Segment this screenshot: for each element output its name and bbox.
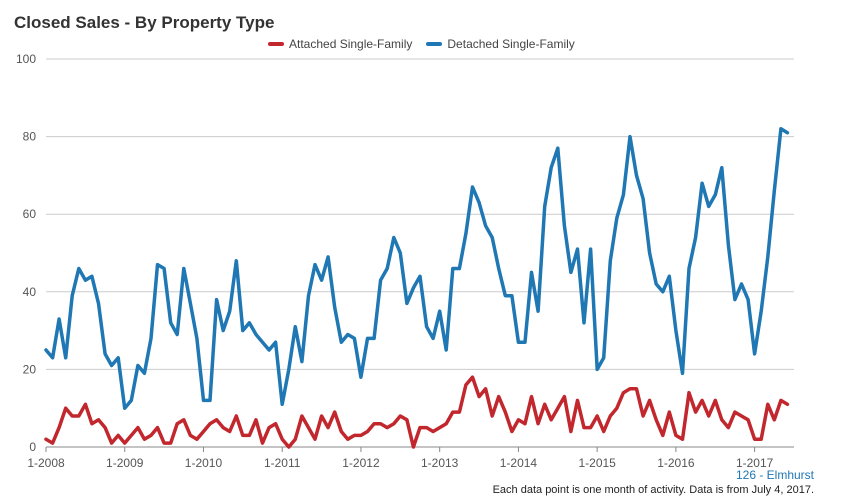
x-tick-label-1-2013: 1-2013 [421,456,459,470]
legend-label-detached: Detached Single-Family [447,37,575,51]
x-tick-label-1-2012: 1-2012 [342,456,380,470]
x-tick-label-1-2011: 1-2011 [264,456,301,470]
legend-item-attached[interactable]: Attached Single-Family [268,37,412,51]
x-tick-label-1-2008: 1-2008 [27,456,65,470]
chart-legend: Attached Single-Family Detached Single-F… [268,37,575,51]
legend-label-attached: Attached Single-Family [289,37,413,51]
y-tick-label-60: 60 [23,207,37,221]
y-tick-label-0: 0 [29,440,36,454]
chart-title: Closed Sales - By Property Type [14,13,275,32]
series-line-detached[interactable] [44,127,790,410]
x-tick-label-1-2017: 1-2017 [736,456,774,470]
x-tick-label-1-2016: 1-2016 [657,456,695,470]
y-tick-label-40: 40 [23,285,37,299]
footnote: Each data point is one month of activity… [492,484,814,496]
x-tick-label-1-2010: 1-2010 [185,456,223,470]
legend-item-detached[interactable]: Detached Single-Family [426,37,575,51]
x-tick-label-1-2015: 1-2015 [578,456,616,470]
y-tick-label-80: 80 [23,130,37,144]
y-tick-label-20: 20 [23,362,37,376]
series-line-attached[interactable] [44,375,790,449]
y-tick-label-100: 100 [16,52,36,66]
legend-swatch-detached [426,42,443,46]
legend-swatch-attached [268,42,284,46]
x-tick-label-1-2014: 1-2014 [500,456,538,470]
source-label: 126 - Elmhurst [735,468,814,482]
x-tick-label-1-2009: 1-2009 [106,456,144,470]
